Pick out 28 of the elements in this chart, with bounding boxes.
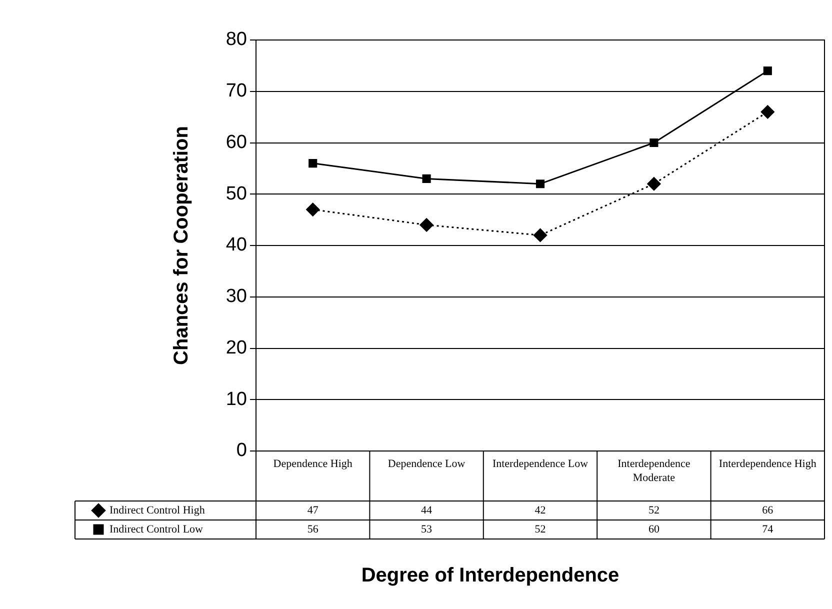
y-tick-label: 30 (226, 286, 247, 308)
data-label: 56 (307, 523, 319, 536)
x-tick-label: Dependence Low (388, 458, 466, 470)
x-tick-label: Interdependence Low (492, 458, 588, 470)
x-tick-label: Interdependence High (718, 458, 817, 470)
data-label: 74 (762, 523, 774, 536)
data-label: 60 (648, 523, 660, 536)
data-label: 47 (307, 504, 319, 516)
data-label: 52 (534, 523, 546, 536)
data-label: 42 (534, 504, 546, 516)
y-tick-label: 50 (226, 183, 247, 204)
x-tick-label: Dependence High (273, 458, 353, 470)
y-tick-label: 40 (226, 234, 247, 256)
y-tick-label: 80 (226, 29, 247, 50)
y-tick-label: 70 (226, 80, 247, 102)
legend-label: Indirect Control Low (110, 523, 204, 536)
x-axis-title: Degree of Interdependence (361, 564, 620, 587)
data-label: 52 (648, 504, 660, 516)
x-tick-label: Interdependence Moderate (618, 458, 690, 484)
data-label: 53 (421, 523, 433, 536)
y-tick-label: 60 (226, 132, 247, 153)
y-axis-title: Chances for Cooperation (170, 126, 193, 365)
legend-label: Indirect Control High (110, 504, 206, 516)
y-tick-label: 20 (226, 337, 247, 358)
data-label: 66 (762, 504, 774, 516)
data-label: 44 (421, 504, 433, 516)
y-tick-label: 0 (236, 440, 247, 462)
y-tick-label: 10 (226, 388, 247, 410)
